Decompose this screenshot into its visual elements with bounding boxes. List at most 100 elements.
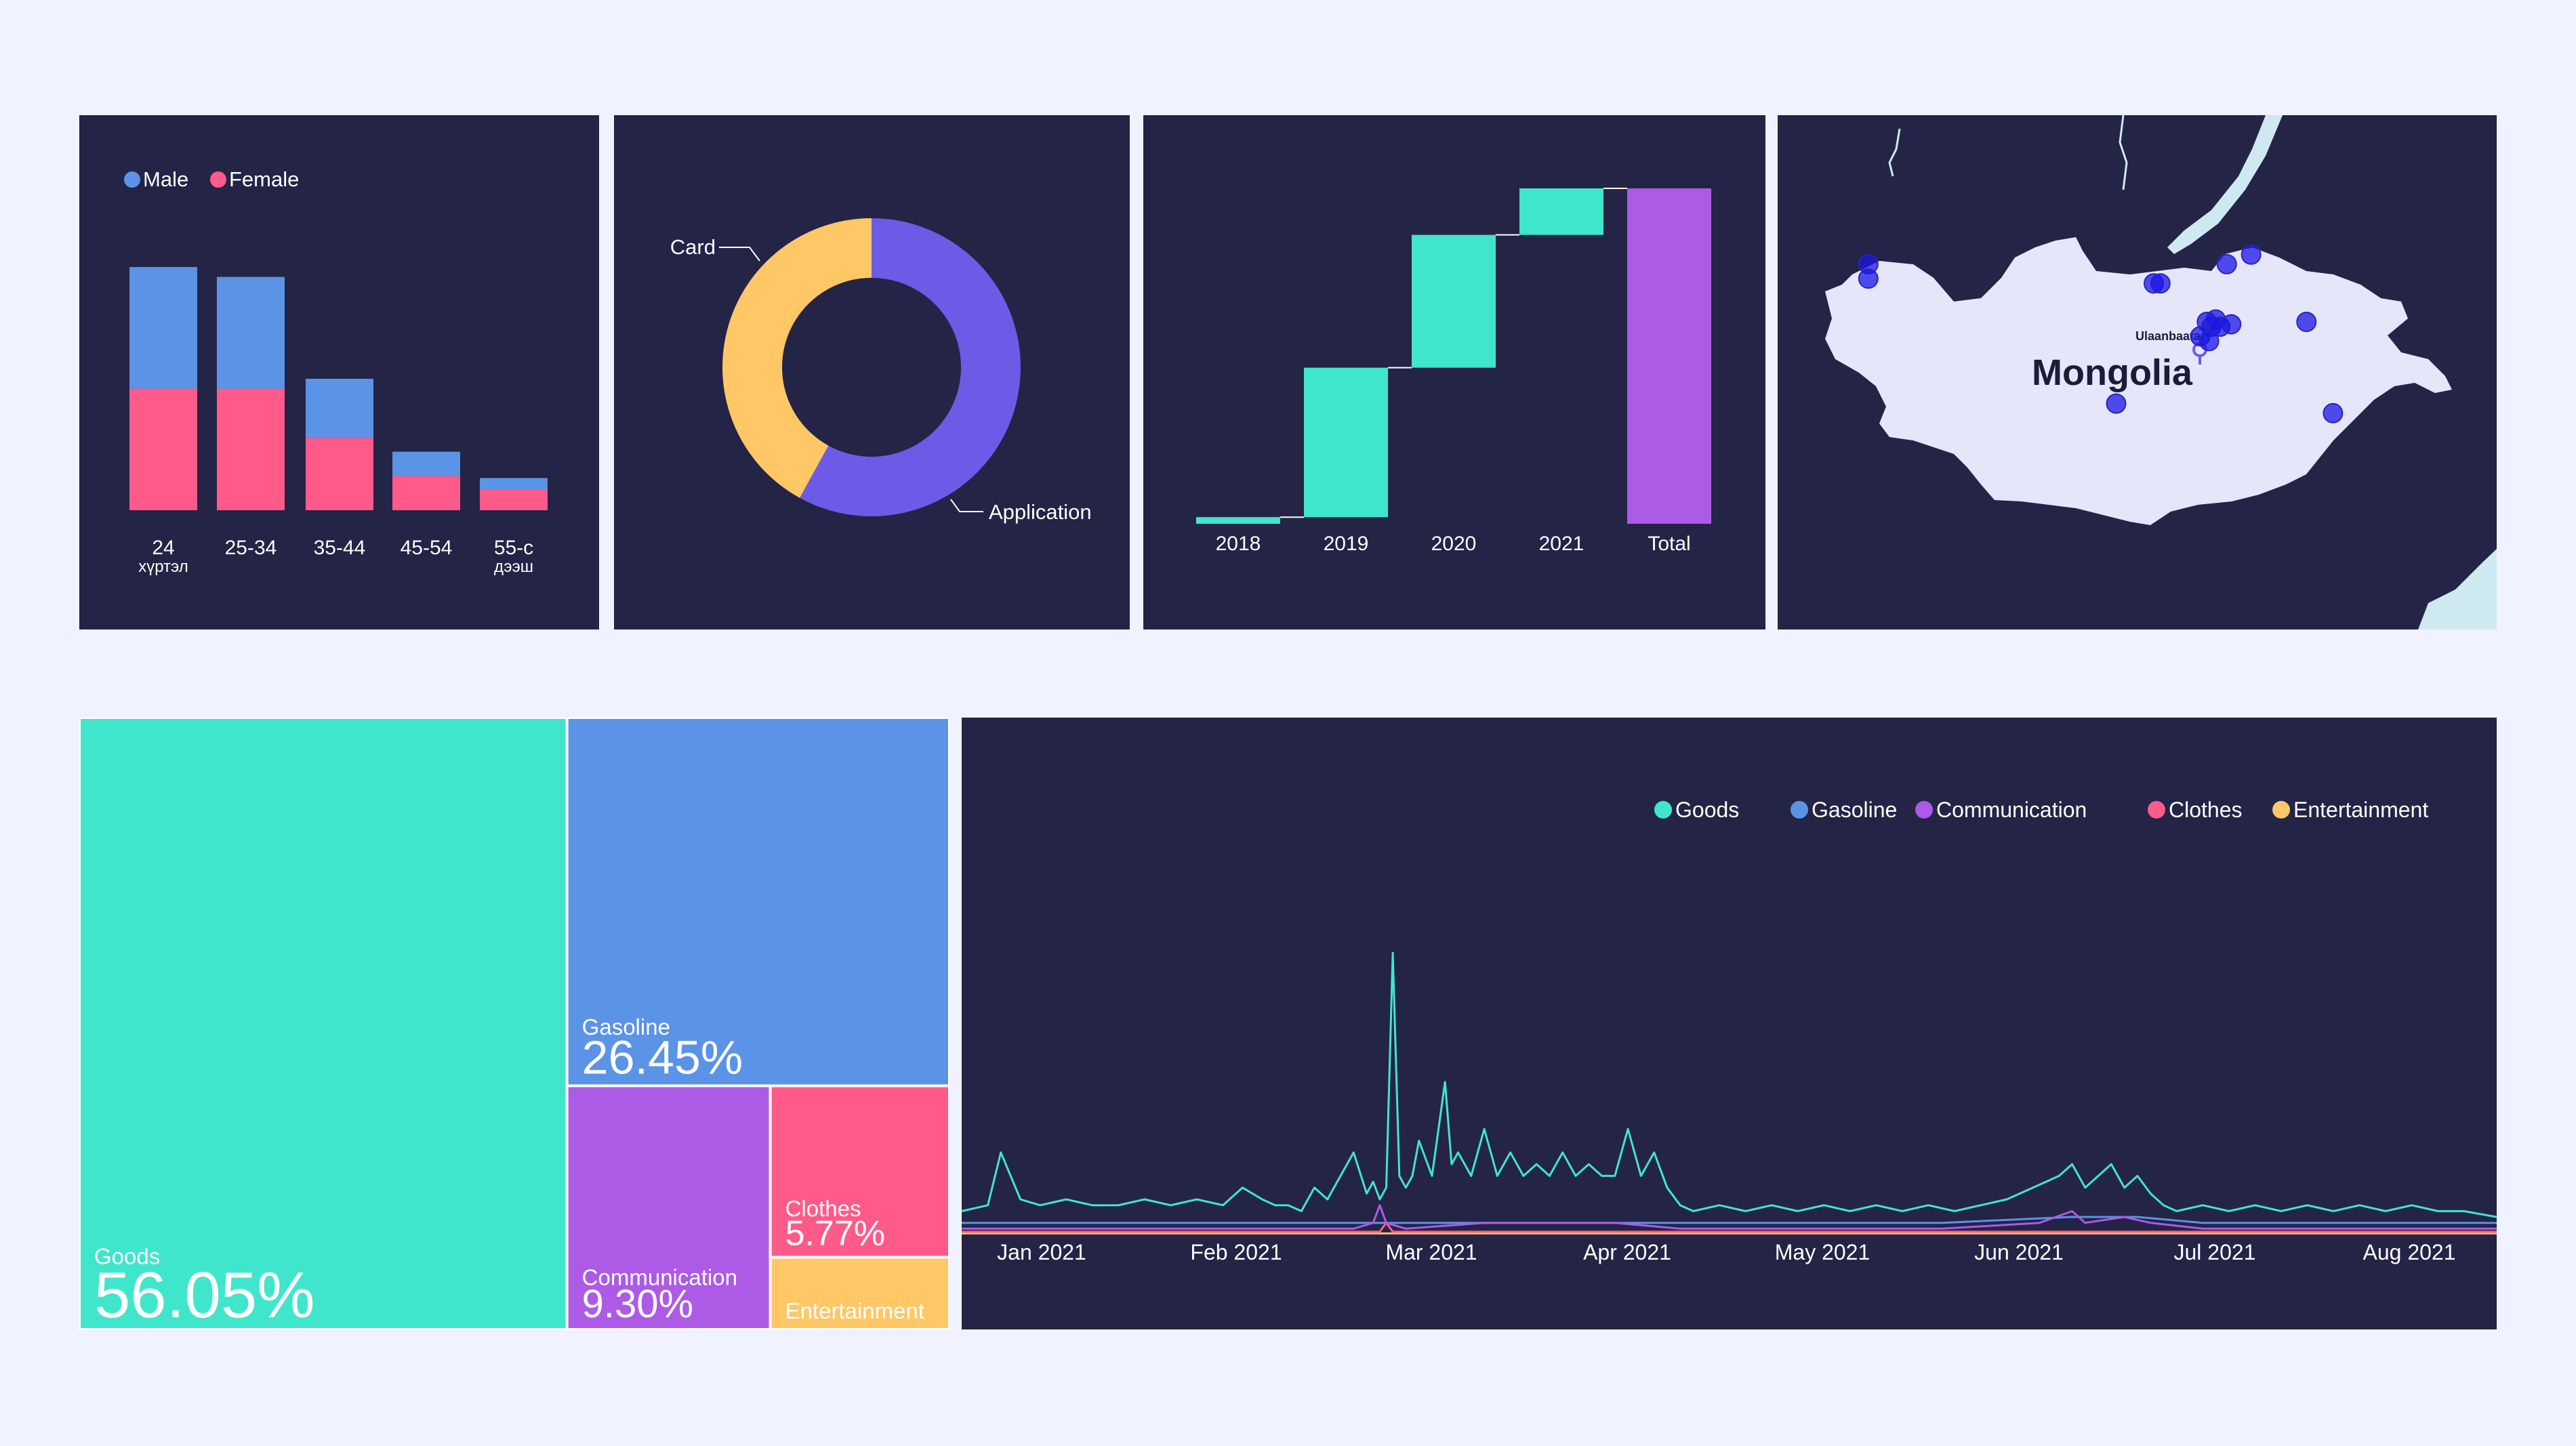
x-tick-label: Apr 2021 <box>1583 1240 1671 1264</box>
river-2 <box>2119 115 2128 190</box>
line-series-gasoline[interactable] <box>962 1216 2497 1224</box>
card-leader-line <box>719 247 760 262</box>
treemap-label-gasoline: Gasoline <box>582 1014 670 1039</box>
waterfall-bar-2019[interactable] <box>1304 367 1388 518</box>
treemap-svg: 56.05%Goods 26.45%Gasoline 9.30%Communicat… <box>79 718 949 1329</box>
waterfall-bar-2018[interactable] <box>1196 517 1280 524</box>
mongolia-map[interactable]: Ulaanbaatar Mongolia <box>1778 115 2497 629</box>
x-tick-label: 24 <box>152 537 174 559</box>
treemap-value-clothes: 5.77% <box>785 1214 885 1253</box>
legend-marker-goods[interactable] <box>1654 801 1672 819</box>
bar-female-4[interactable] <box>480 489 548 510</box>
map-point[interactable] <box>2221 314 2242 335</box>
treemap-value-goods: 56.05% <box>94 1259 315 1329</box>
line-series-goods[interactable] <box>962 951 2497 1218</box>
donut-slice-card[interactable] <box>722 218 872 498</box>
x-tick-label: Aug 2021 <box>2363 1240 2455 1264</box>
category-treemap: 56.05% Goods 26.45% Gasoline 9.30% Communicat… <box>79 718 949 1329</box>
legend-label-male[interactable]: Male <box>143 167 188 191</box>
x-tick-label: 2020 <box>1431 533 1477 555</box>
legend-marker-female[interactable] <box>210 171 226 188</box>
legend-marker-entertainment[interactable] <box>2272 801 2290 819</box>
legend-label-gasoline[interactable]: Gasoline <box>1812 798 1897 822</box>
yearly-waterfall-chart: 2018 2019 2020 2021 Total <box>1143 115 1765 629</box>
map-point[interactable] <box>2296 312 2317 333</box>
map-point[interactable] <box>1858 268 1879 289</box>
x-tick-label-sub: хүртэл <box>138 558 188 576</box>
x-tick-label: 2018 <box>1216 533 1261 555</box>
map-point[interactable] <box>2150 273 2171 294</box>
treemap-tile-gasoline[interactable] <box>565 718 949 1088</box>
map-svg: Ulaanbaatar Mongolia <box>1825 115 2497 629</box>
x-tick-label: Jan 2021 <box>997 1240 1086 1264</box>
treemap-value-communication: 9.30% <box>582 1282 693 1326</box>
bar-female-3[interactable] <box>392 476 460 510</box>
x-tick-label: Total <box>1648 533 1690 555</box>
bar-male-2[interactable] <box>306 379 373 438</box>
legend-label-clothes[interactable]: Clothes <box>2169 798 2243 822</box>
bar-female-0[interactable] <box>129 388 197 510</box>
bar-female-2[interactable] <box>306 438 373 510</box>
ulaanbaatar-label: Ulaanbaatar <box>2135 329 2205 343</box>
bar-male-4[interactable] <box>480 478 548 489</box>
map-point[interactable] <box>2106 393 2127 414</box>
waterfall-bar-total[interactable] <box>1627 188 1711 524</box>
mongolia-land <box>1825 237 2452 525</box>
waterfall-bar-2021[interactable] <box>1519 188 1603 235</box>
x-tick-label-sub: дээш <box>494 558 533 576</box>
line-series-communication[interactable] <box>962 1204 2497 1230</box>
x-tick-label: Mar 2021 <box>1385 1240 1477 1264</box>
legend-label-entertainment[interactable]: Entertainment <box>2293 798 2428 822</box>
legend-label-female[interactable]: Female <box>229 167 299 191</box>
legend-marker-communication[interactable] <box>1915 801 1933 819</box>
x-tick-label: 45-54 <box>401 537 453 559</box>
lake-baikal <box>2167 115 2283 254</box>
legend-label-goods[interactable]: Goods <box>1675 798 1739 822</box>
treemap-label-clothes: Clothes <box>785 1196 861 1221</box>
map-point[interactable] <box>2241 244 2262 265</box>
donut-slice-application[interactable] <box>800 218 1021 517</box>
x-tick-label: 2019 <box>1324 533 1369 555</box>
map-point[interactable] <box>2323 402 2344 424</box>
card-label: Card <box>670 235 716 259</box>
treemap-tile-goods[interactable] <box>79 718 569 1329</box>
treemap-tile-communication[interactable] <box>565 1084 772 1329</box>
treemap-label-goods: Goods <box>94 1243 160 1268</box>
legend-marker-clothes[interactable] <box>2148 801 2165 819</box>
application-label: Application <box>989 500 1092 524</box>
x-tick-label: Feb 2021 <box>1190 1240 1282 1264</box>
map-point[interactable] <box>2199 331 2220 352</box>
line-series-clothes[interactable] <box>962 1222 2497 1233</box>
treemap-label-communication: Communication <box>582 1264 737 1289</box>
lake-se <box>2418 549 2497 629</box>
line-svg: Jan 2021 Feb 2021 Mar 2021 Apr 2021 May 2021… <box>962 798 2497 1264</box>
bar-male-3[interactable] <box>392 451 460 476</box>
x-tick-label: 25-34 <box>225 537 277 559</box>
bar-male-1[interactable] <box>217 276 285 389</box>
waterfall-bar-2020[interactable] <box>1412 234 1496 368</box>
x-tick-label: 35-44 <box>314 537 366 559</box>
treemap-value-gasoline: 26.45% <box>582 1031 743 1083</box>
x-tick-label: May 2021 <box>1775 1240 1870 1264</box>
legend-marker-gasoline[interactable] <box>1791 801 1808 819</box>
mongolia-label: Mongolia <box>2032 352 2193 393</box>
category-timeseries-chart: Jan 2021 Feb 2021 Mar 2021 Apr 2021 May 2021… <box>962 718 2497 1329</box>
application-leader-line <box>950 499 983 512</box>
x-tick-label: Jun 2021 <box>1974 1240 2064 1264</box>
map-point[interactable] <box>2216 253 2237 274</box>
waterfall-svg: 2018 2019 2020 2021 Total <box>1196 188 1711 555</box>
payment-method-donut-chart: Card Application <box>614 115 1130 629</box>
x-tick-label: Jul 2021 <box>2174 1240 2256 1264</box>
treemap-label-entertainment: Entertainment <box>785 1298 924 1323</box>
legend-label-communication[interactable]: Communication <box>1936 798 2087 822</box>
bar-male-0[interactable] <box>129 267 197 389</box>
treemap-tile-entertainment[interactable] <box>769 1256 949 1329</box>
age-gender-bar-chart: Male Female 24 хүртэл 25-34 35-44 45-54 55-с дээ… <box>79 115 599 629</box>
donut-svg: Card Application <box>670 218 1092 524</box>
legend-marker-male[interactable] <box>124 171 140 188</box>
river-1 <box>1888 128 1901 177</box>
x-tick-label: 55-с <box>494 537 533 559</box>
x-tick-label: 2021 <box>1539 533 1585 555</box>
bar-female-1[interactable] <box>217 388 285 510</box>
